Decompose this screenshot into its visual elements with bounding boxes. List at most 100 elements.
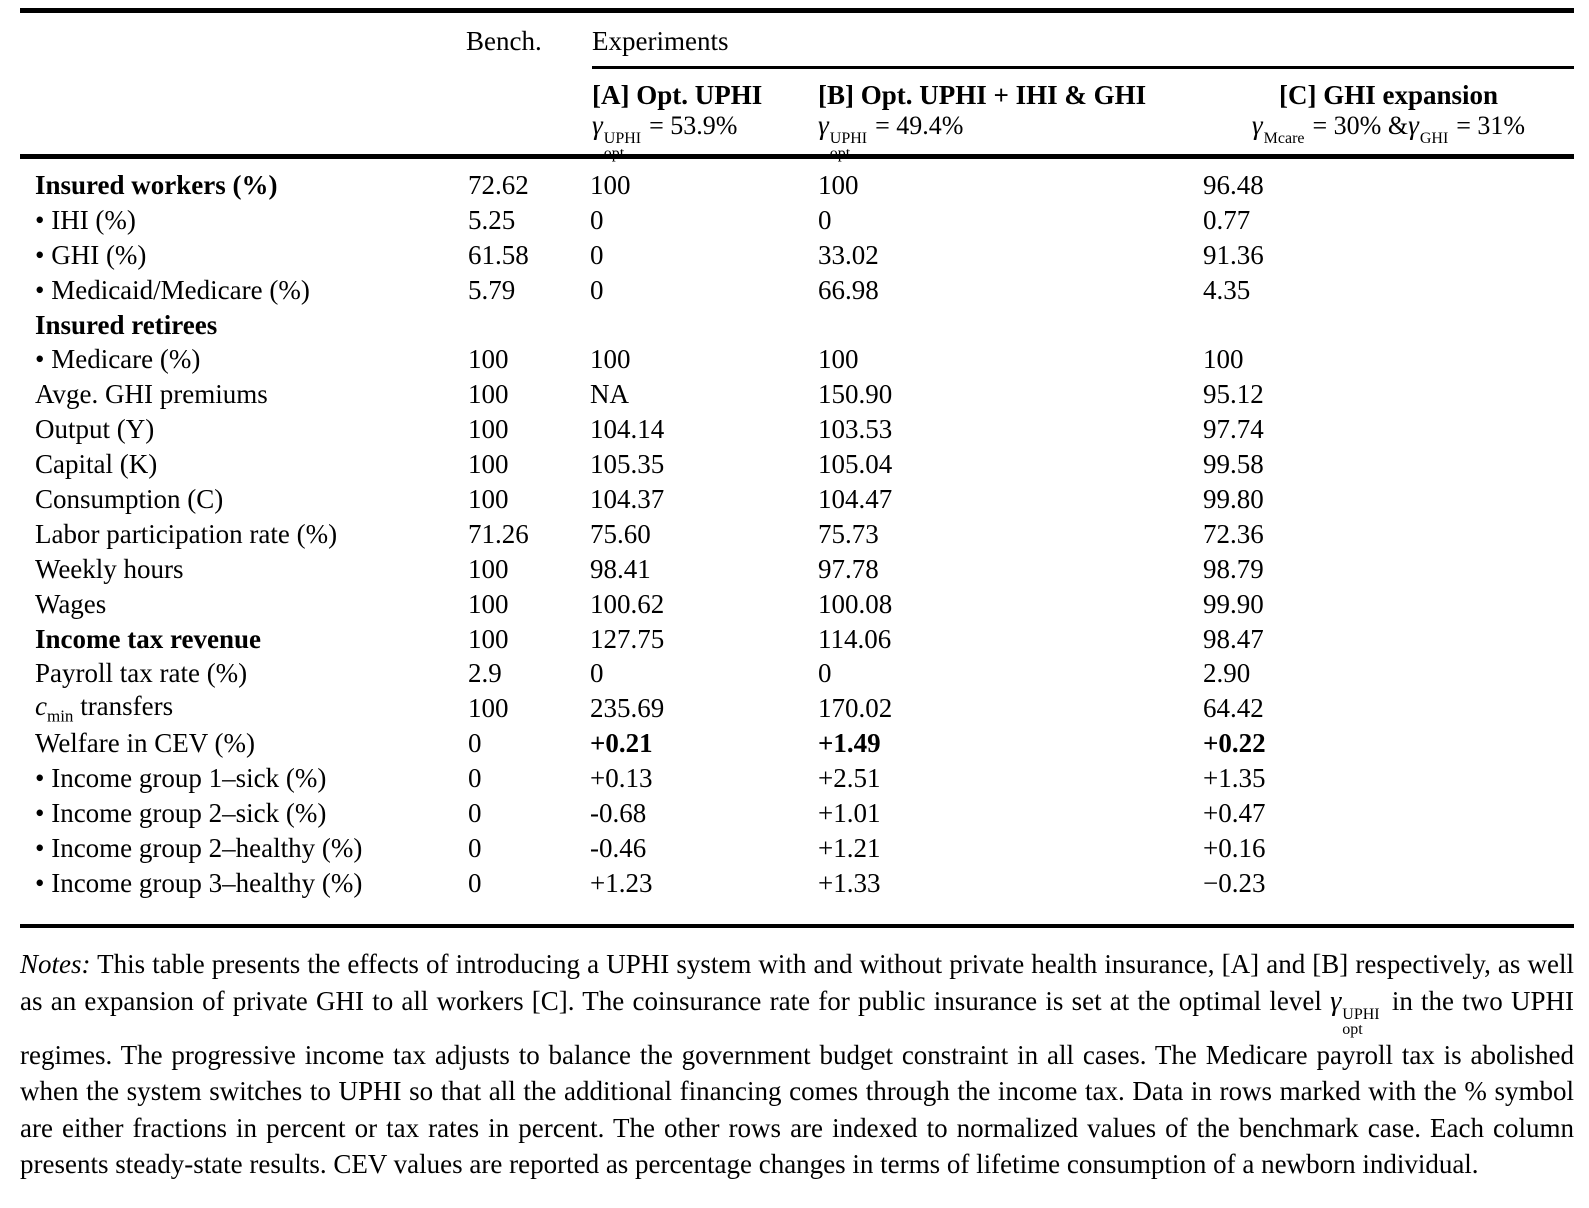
table-row: Insured workers (%) 72.62 100 100 96.48: [20, 168, 1574, 203]
row-label: Consumption (C): [35, 483, 224, 514]
formula-value: = 49.4%: [875, 111, 964, 140]
cell-experiment-c: 99.90: [1203, 588, 1264, 619]
formula-value: = 30% &: [1312, 111, 1409, 140]
cell-experiment-a: 100: [590, 344, 631, 375]
gamma-supsub: Mcare: [1264, 131, 1305, 161]
cell-experiment-c: 96.48: [1203, 169, 1264, 200]
table-row: Welfare in CEV (%) 0 +0.21 +1.49 +0.22: [20, 726, 1574, 761]
cell-bench: 100: [468, 553, 509, 584]
cell-experiment-c: 2.90: [1203, 658, 1251, 689]
cell-bench: 100: [468, 623, 509, 654]
cell-experiment-b: +1.01: [818, 797, 881, 828]
row-label: Labor participation rate (%): [35, 518, 338, 549]
cell-experiment-b: 105.04: [818, 449, 893, 480]
table-row: Output (Y) 100 104.14 103.53 97.74: [20, 412, 1574, 447]
table-row: • Income group 3–healthy (%) 0 +1.23 +1.33 −…: [20, 866, 1574, 901]
cell-experiment-c: 95.12: [1203, 379, 1264, 410]
row-label: Income tax revenue: [35, 623, 261, 654]
cell-bench: 100: [468, 344, 509, 375]
table-row: Payroll tax rate (%) 2.9 0 0 2.90: [20, 656, 1574, 691]
cell-bench: 0: [468, 728, 482, 759]
notes-text-2: in the two UPHI regimes. The progressive…: [20, 985, 1574, 1180]
gamma-superscript: UPHI: [1342, 1005, 1380, 1023]
cell-bench: 100: [468, 379, 509, 410]
cell-bench: 2.9: [468, 658, 502, 689]
table-row: • Medicare (%) 100 100 100 100: [20, 342, 1574, 377]
formula-value: = 31%: [1456, 111, 1526, 140]
column-a-title: [A] Opt. UPHI: [592, 80, 763, 110]
row-label: • Medicaid/Medicare (%): [35, 274, 310, 305]
cell-experiment-b: 0: [818, 204, 832, 235]
cell-experiment-b: 170.02: [818, 693, 893, 724]
cell-experiment-b: 66.98: [818, 274, 879, 305]
cell-experiment-c: −0.23: [1203, 867, 1266, 898]
cell-bench: 100: [468, 693, 509, 724]
row-label: Weekly hours: [35, 553, 184, 584]
table-row: Capital (K) 100 105.35 105.04 99.58: [20, 447, 1574, 482]
table-row: Wages 100 100.62 100.08 99.90: [20, 587, 1574, 622]
cell-experiment-b: 33.02: [818, 239, 879, 270]
cell-experiment-a: 104.37: [590, 483, 665, 514]
table-row: Weekly hours 100 98.41 97.78 98.79: [20, 552, 1574, 587]
cell-experiment-b: 150.90: [818, 379, 893, 410]
cell-bench: 100: [468, 483, 509, 514]
cell-experiment-c: 99.80: [1203, 483, 1264, 514]
cell-experiment-a: 100: [590, 169, 631, 200]
gamma-symbol: γ: [1408, 110, 1419, 140]
row-label: Welfare in CEV (%): [35, 728, 255, 759]
cell-experiment-a: -0.46: [590, 832, 647, 863]
table-row: • IHI (%) 5.25 0 0 0.77: [20, 203, 1574, 238]
cell-experiment-a: +0.13: [590, 763, 653, 794]
cell-bench: 0: [468, 797, 482, 828]
table-top-rule: [20, 8, 1574, 13]
row-label: • Income group 2–sick (%): [35, 797, 327, 828]
cell-experiment-b: 100: [818, 344, 859, 375]
cell-experiment-a: 235.69: [590, 693, 665, 724]
formula-value: = 53.9%: [649, 111, 738, 140]
cell-experiment-a: 98.41: [590, 553, 651, 584]
table-row: • Income group 2–healthy (%) 0 -0.46 +1.21 +…: [20, 831, 1574, 866]
row-label: Wages: [35, 588, 107, 619]
row-label: • GHI (%): [35, 239, 147, 270]
column-c-coinsurance-formula: γ Mcare = 30% &γ GHI = 31%: [1203, 110, 1574, 161]
notes-text-1: This table presents the effects of intro…: [20, 949, 1574, 1016]
cell-experiment-c: 0.77: [1203, 204, 1251, 235]
row-label: • IHI (%): [35, 204, 136, 235]
experiments-group-header: Experiments: [592, 26, 729, 56]
row-label: Capital (K): [35, 449, 158, 480]
cell-experiment-b: +1.33: [818, 867, 881, 898]
cell-experiment-a: 104.14: [590, 414, 665, 445]
gamma-subscript: opt: [1342, 1020, 1363, 1038]
cell-experiment-b: 100.08: [818, 588, 893, 619]
table-row: Labor participation rate (%) 71.26 75.60 75…: [20, 517, 1574, 552]
cell-experiment-a: 127.75: [590, 623, 665, 654]
cell-bench: 61.58: [468, 239, 529, 270]
cell-bench: 71.26: [468, 518, 529, 549]
gamma-symbol: γ: [818, 110, 829, 140]
cell-experiment-b: 0: [818, 658, 832, 689]
row-label: Avge. GHI premiums: [35, 379, 268, 410]
cell-bench: 5.79: [468, 274, 516, 305]
table-row: Avge. GHI premiums 100 NA 150.90 95.12: [20, 377, 1574, 412]
cell-experiment-c: 72.36: [1203, 518, 1264, 549]
table-row: • Income group 1–sick (%) 0 +0.13 +2.51 +1.3…: [20, 761, 1574, 796]
cell-experiment-a: 0: [590, 204, 604, 235]
cell-experiment-b: 100: [818, 169, 859, 200]
cell-experiment-a: 0: [590, 239, 604, 270]
cell-experiment-a: 0: [590, 274, 604, 305]
table-row: Insured retirees: [20, 308, 1574, 343]
row-label: • Income group 2–healthy (%): [35, 832, 363, 863]
table-row: Income tax revenue 100 127.75 114.06 98.47: [20, 622, 1574, 657]
cell-experiment-c: +1.35: [1203, 763, 1266, 794]
cell-bench: 0: [468, 832, 482, 863]
cell-experiment-b: 114.06: [818, 623, 892, 654]
cell-experiment-b: 103.53: [818, 414, 893, 445]
table-row: • Income group 2–sick (%) 0 -0.68 +1.01 +0.4…: [20, 796, 1574, 831]
header-bottom-rule: [20, 154, 1574, 159]
row-label: cmin transfers: [35, 691, 174, 726]
cell-experiment-a: 105.35: [590, 449, 665, 480]
cell-bench: 100: [468, 449, 509, 480]
